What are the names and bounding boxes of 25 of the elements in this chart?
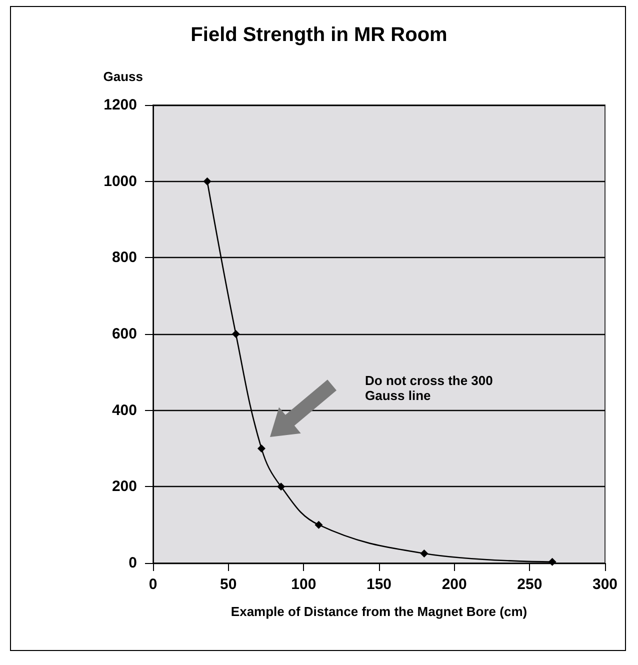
point: [314, 520, 323, 529]
point: [257, 444, 266, 452]
y-axis-title: Gauss: [103, 69, 143, 84]
chart-title: Field Strength in MR Room: [190, 24, 448, 46]
annotation: Do not cross the 300 Gauss line: [365, 373, 494, 403]
point: [420, 549, 428, 558]
x-tick-label: 50: [220, 576, 237, 593]
y-tick-label: 0: [128, 554, 137, 572]
y-tick-label: 1000: [104, 172, 137, 190]
y-tick-label: 200: [112, 478, 137, 496]
x-tick-label: 250: [517, 576, 542, 593]
y-tick-label: 400: [112, 402, 137, 419]
x-axis-title: Example of Distance from the Magnet Bore (cm): [230, 604, 528, 619]
point: [277, 482, 286, 491]
x-tick-label: 200: [442, 576, 467, 593]
point: [203, 177, 212, 186]
y-tick-label: 1200: [104, 96, 137, 114]
x-tick-label: 0: [148, 576, 158, 593]
point: [548, 558, 556, 566]
x-tick-label: 100: [291, 576, 316, 593]
y-tick-label: 600: [112, 326, 137, 342]
point: [232, 330, 240, 338]
x-tick-label: 300: [592, 576, 618, 593]
y-tick-label: 800: [112, 249, 137, 266]
x-tick-label: 150: [366, 576, 392, 593]
